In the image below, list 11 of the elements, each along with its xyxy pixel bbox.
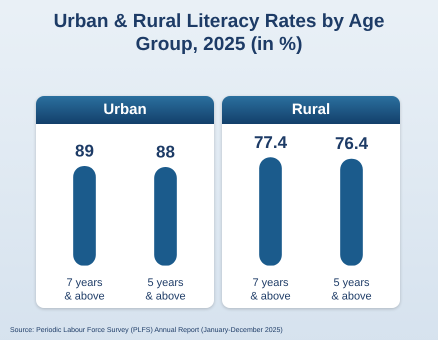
data-label: 89	[75, 141, 94, 160]
chart-title: Urban	[36, 96, 214, 124]
chart-title: Rural	[222, 96, 400, 124]
data-label: 88	[156, 142, 175, 162]
x-tick-label: 5 years & above	[145, 277, 186, 302]
data-label: 76.4	[334, 134, 369, 154]
x-tick-label: 7 years & above	[250, 277, 291, 302]
text: Urban & Rural Literacy Rates by Age Group, 2025 (in %)	[52, 10, 386, 56]
x-tick-label: 7 years & above	[64, 277, 105, 302]
data-label: 77.4	[254, 132, 288, 152]
x-tick-label: 5 years & above	[331, 277, 372, 302]
